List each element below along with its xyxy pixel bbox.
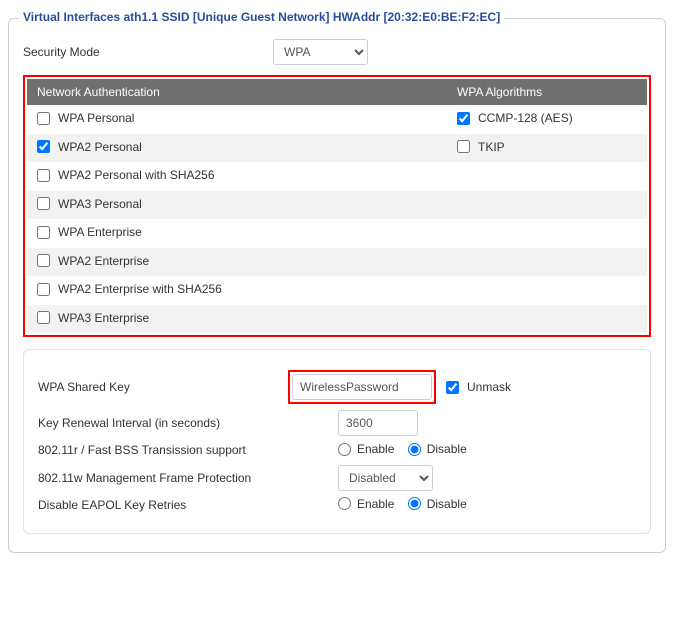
algo-option[interactable]: TKIP bbox=[457, 140, 505, 154]
security-mode-row: Security Mode WPA bbox=[23, 39, 651, 65]
algo-cell bbox=[447, 162, 647, 191]
auth-option[interactable]: WPA2 Personal with SHA256 bbox=[37, 168, 215, 182]
mgmt-frame-label: 802.11w Management Frame Protection bbox=[38, 471, 338, 485]
auth-cell: WPA2 Personal with SHA256 bbox=[27, 162, 447, 191]
algo-option-label: CCMP-128 (AES) bbox=[478, 111, 573, 125]
virtual-interface-fieldset: Virtual Interfaces ath1.1 SSID [Unique G… bbox=[8, 18, 666, 553]
eapol-row: Disable EAPOL Key Retries Enable Disable bbox=[38, 497, 636, 514]
auth-cell: WPA2 Enterprise bbox=[27, 248, 447, 277]
auth-checkbox[interactable] bbox=[37, 112, 50, 125]
shared-key-input[interactable] bbox=[292, 374, 432, 400]
auth-row: WPA2 Personal TKIP bbox=[27, 134, 647, 163]
eapol-radio-group: Enable Disable bbox=[338, 497, 477, 514]
unmask-label[interactable]: Unmask bbox=[467, 380, 511, 394]
fast-bss-disable-radio[interactable] bbox=[408, 443, 421, 456]
fast-bss-label: 802.11r / Fast BSS Transission support bbox=[38, 443, 338, 457]
auth-header: Network Authentication bbox=[27, 79, 447, 105]
auth-option-label: WPA2 Enterprise bbox=[58, 254, 149, 268]
auth-checkbox[interactable] bbox=[37, 140, 50, 153]
auth-option-label: WPA3 Enterprise bbox=[58, 311, 149, 325]
auth-option-label: WPA2 Enterprise with SHA256 bbox=[58, 282, 222, 296]
auth-row: WPA2 Enterprise with SHA256 bbox=[27, 276, 647, 305]
auth-option[interactable]: WPA2 Enterprise with SHA256 bbox=[37, 282, 222, 296]
wpa-settings-block: WPA Shared Key Unmask Key Renewal Interv… bbox=[23, 349, 651, 534]
auth-algo-highlight-box: Network Authentication WPA Algorithms WP… bbox=[23, 75, 651, 337]
auth-checkbox[interactable] bbox=[37, 197, 50, 210]
shared-key-label: WPA Shared Key bbox=[38, 380, 288, 394]
algo-cell: TKIP bbox=[447, 134, 647, 163]
auth-cell: WPA Enterprise bbox=[27, 219, 447, 248]
auth-cell: WPA3 Enterprise bbox=[27, 305, 447, 334]
algo-cell bbox=[447, 276, 647, 305]
algo-cell bbox=[447, 305, 647, 334]
algo-cell bbox=[447, 248, 647, 277]
security-mode-label: Security Mode bbox=[23, 45, 273, 59]
algo-checkbox[interactable] bbox=[457, 140, 470, 153]
algo-cell: CCMP-128 (AES) bbox=[447, 105, 647, 134]
auth-row: WPA3 Personal bbox=[27, 191, 647, 220]
auth-option-label: WPA2 Personal bbox=[58, 140, 142, 154]
algo-checkbox[interactable] bbox=[457, 112, 470, 125]
auth-cell: WPA2 Personal bbox=[27, 134, 447, 163]
fast-bss-row: 802.11r / Fast BSS Transission support E… bbox=[38, 442, 636, 459]
auth-option-label: WPA2 Personal with SHA256 bbox=[58, 168, 215, 182]
security-mode-select[interactable]: WPA bbox=[273, 39, 368, 65]
auth-option[interactable]: WPA3 Personal bbox=[37, 197, 142, 211]
auth-cell: WPA2 Enterprise with SHA256 bbox=[27, 276, 447, 305]
eapol-disable-radio[interactable] bbox=[408, 497, 421, 510]
auth-option-label: WPA3 Personal bbox=[58, 197, 142, 211]
auth-option-label: WPA Enterprise bbox=[58, 225, 142, 239]
auth-row: WPA Enterprise bbox=[27, 219, 647, 248]
auth-checkbox[interactable] bbox=[37, 311, 50, 324]
key-renewal-input[interactable] bbox=[338, 410, 418, 436]
fieldset-legend: Virtual Interfaces ath1.1 SSID [Unique G… bbox=[19, 10, 504, 24]
auth-option-label: WPA Personal bbox=[58, 111, 134, 125]
auth-option[interactable]: WPA Personal bbox=[37, 111, 134, 125]
eapol-label: Disable EAPOL Key Retries bbox=[38, 498, 338, 512]
algo-cell bbox=[447, 191, 647, 220]
shared-key-highlight-box bbox=[288, 370, 436, 404]
fast-bss-enable-radio[interactable] bbox=[338, 443, 351, 456]
auth-checkbox[interactable] bbox=[37, 226, 50, 239]
auth-option[interactable]: WPA3 Enterprise bbox=[37, 311, 149, 325]
algo-header: WPA Algorithms bbox=[447, 79, 647, 105]
eapol-disable-option[interactable]: Disable bbox=[408, 497, 467, 511]
auth-row: WPA Personal CCMP-128 (AES) bbox=[27, 105, 647, 134]
eapol-enable-radio[interactable] bbox=[338, 497, 351, 510]
auth-checkbox[interactable] bbox=[37, 169, 50, 182]
auth-checkbox[interactable] bbox=[37, 283, 50, 296]
auth-cell: WPA3 Personal bbox=[27, 191, 447, 220]
algo-option-label: TKIP bbox=[478, 140, 505, 154]
auth-option[interactable]: WPA2 Personal bbox=[37, 140, 142, 154]
key-renewal-row: Key Renewal Interval (in seconds) bbox=[38, 410, 636, 436]
auth-option[interactable]: WPA Enterprise bbox=[37, 225, 142, 239]
auth-checkbox[interactable] bbox=[37, 254, 50, 267]
auth-row: WPA2 Enterprise bbox=[27, 248, 647, 277]
unmask-wrap: Unmask bbox=[446, 380, 511, 394]
auth-row: WPA2 Personal with SHA256 bbox=[27, 162, 647, 191]
fast-bss-disable-option[interactable]: Disable bbox=[408, 442, 467, 456]
mgmt-frame-select[interactable]: Disabled bbox=[338, 465, 433, 491]
fast-bss-enable-option[interactable]: Enable bbox=[338, 442, 394, 456]
fast-bss-radio-group: Enable Disable bbox=[338, 442, 477, 459]
auth-row: WPA3 Enterprise bbox=[27, 305, 647, 334]
auth-cell: WPA Personal bbox=[27, 105, 447, 134]
eapol-enable-option[interactable]: Enable bbox=[338, 497, 394, 511]
shared-key-row: WPA Shared Key Unmask bbox=[38, 370, 636, 404]
algo-cell bbox=[447, 219, 647, 248]
auth-option[interactable]: WPA2 Enterprise bbox=[37, 254, 149, 268]
key-renewal-label: Key Renewal Interval (in seconds) bbox=[38, 416, 338, 430]
unmask-checkbox[interactable] bbox=[446, 381, 459, 394]
mgmt-frame-row: 802.11w Management Frame Protection Disa… bbox=[38, 465, 636, 491]
algo-option[interactable]: CCMP-128 (AES) bbox=[457, 111, 573, 125]
auth-algo-table: Network Authentication WPA Algorithms WP… bbox=[27, 79, 647, 333]
